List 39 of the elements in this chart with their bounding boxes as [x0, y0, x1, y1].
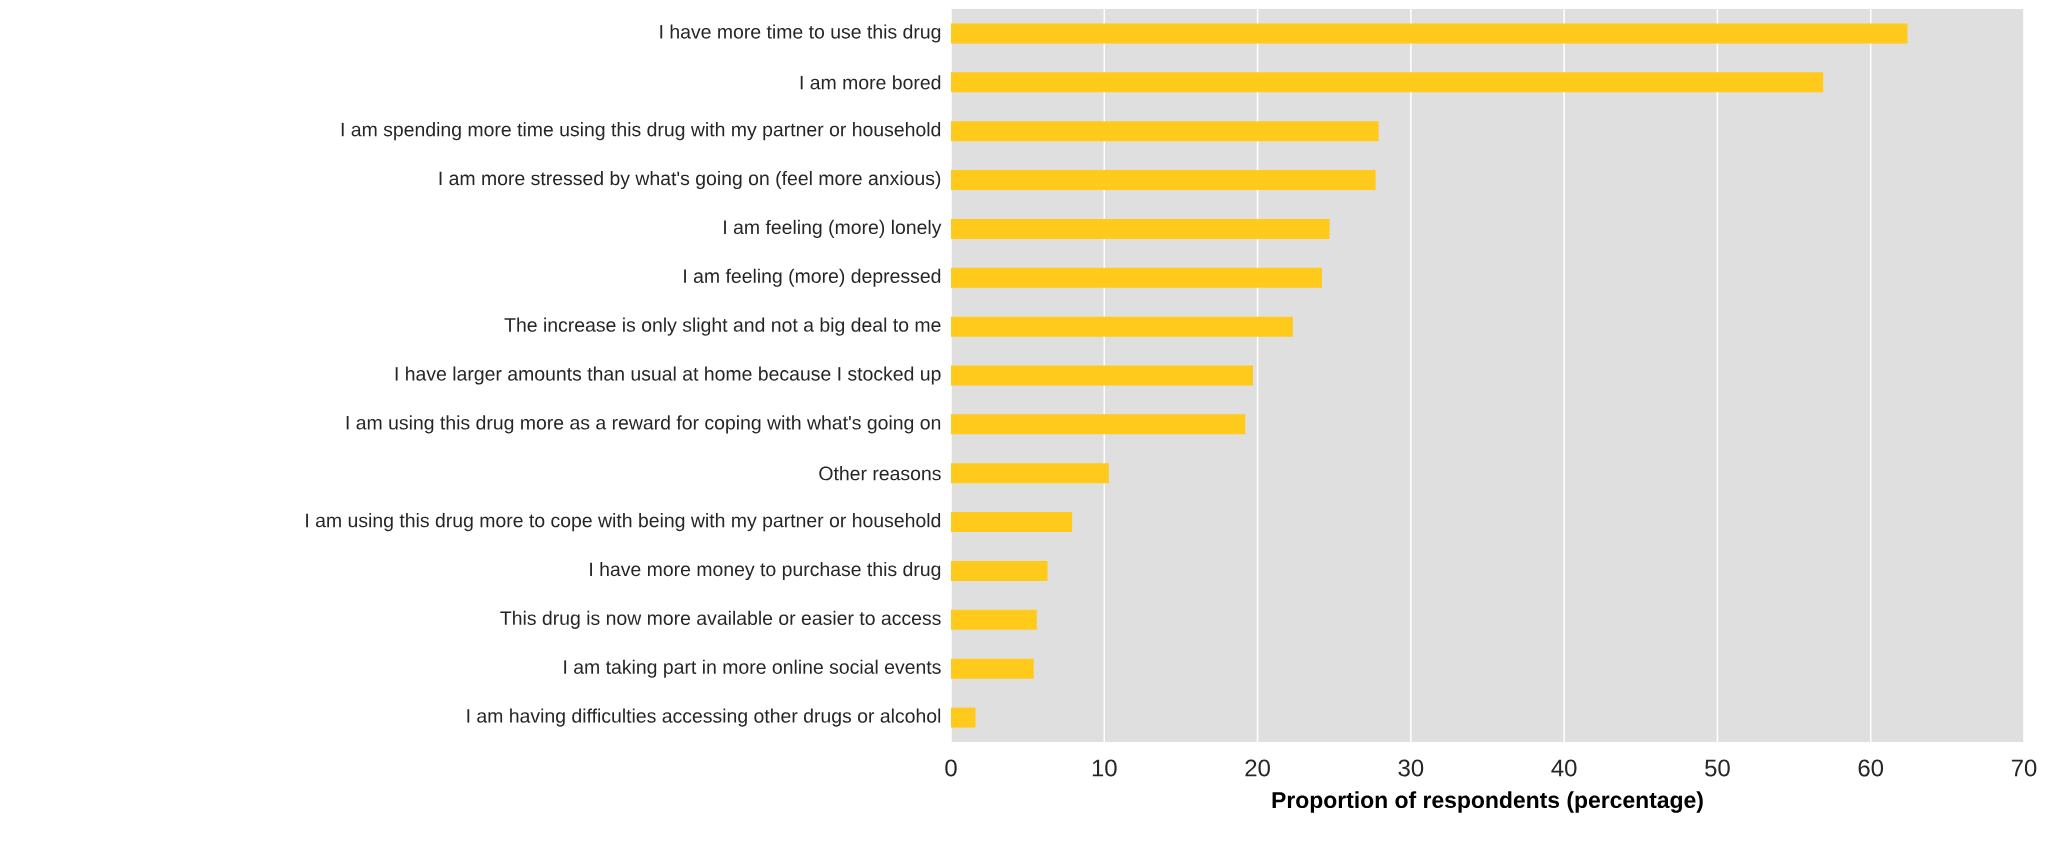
- bar: [951, 707, 976, 728]
- bar: [951, 658, 1034, 679]
- y-tick-label: I am using this drug more as a reward for coping with what's going on: [346, 415, 941, 434]
- x-tick-label: 60: [1858, 759, 1884, 777]
- bar: [951, 365, 1253, 386]
- y-tick-label: I am taking part in more online social events: [564, 659, 941, 678]
- y-tick-label: I am more bored: [800, 75, 941, 90]
- bar: [951, 414, 1246, 435]
- bar: [951, 218, 1330, 239]
- y-tick-label: The increase is only slight and not a big deal to me: [504, 317, 941, 336]
- bar: [951, 121, 1379, 142]
- bar: [951, 72, 1824, 93]
- x-axis-title: Proportion of respondents (percentage): [1272, 791, 1703, 813]
- y-tick-label: This drug is now more available or easier to access: [500, 610, 941, 629]
- bar: [951, 512, 1073, 533]
- y-tick-label: I have larger amounts than usual at home because I stocked up: [395, 366, 941, 385]
- y-tick-label: I am more stressed by what's going on (feel more anxious): [439, 170, 941, 190]
- bar: [951, 170, 1376, 191]
- bar: [951, 23, 1908, 44]
- x-tick-label: 70: [2011, 759, 2037, 777]
- x-tick-label: 50: [1705, 759, 1730, 777]
- y-tick-label: I have more money to purchase this drug: [590, 561, 941, 581]
- y-tick-label: I have more time to use this drug: [660, 24, 941, 43]
- y-tick-label: I am spending more time using this drug with my partner or household: [341, 122, 941, 141]
- x-tick-label: 20: [1245, 759, 1270, 777]
- x-tick-label: 10: [1092, 759, 1117, 777]
- bar: [951, 316, 1293, 337]
- x-tick-label: 0: [945, 759, 957, 777]
- x-tick-label: 30: [1398, 759, 1424, 777]
- bar: [951, 267, 1322, 288]
- y-tick-label: I am having difficulties accessing other drugs or alcohol: [467, 708, 941, 727]
- y-tick-label: I am feeling (more) depressed: [684, 268, 941, 287]
- bar: [951, 609, 1037, 630]
- y-tick-label: Other reasons: [819, 466, 941, 481]
- bar: [951, 560, 1048, 581]
- y-tick-label: I am feeling (more) lonely: [724, 219, 942, 238]
- bar: [951, 463, 1109, 484]
- y-tick-label: I am using this drug more to cope with being with my partner or household: [306, 513, 941, 532]
- x-tick-label: 40: [1551, 759, 1577, 777]
